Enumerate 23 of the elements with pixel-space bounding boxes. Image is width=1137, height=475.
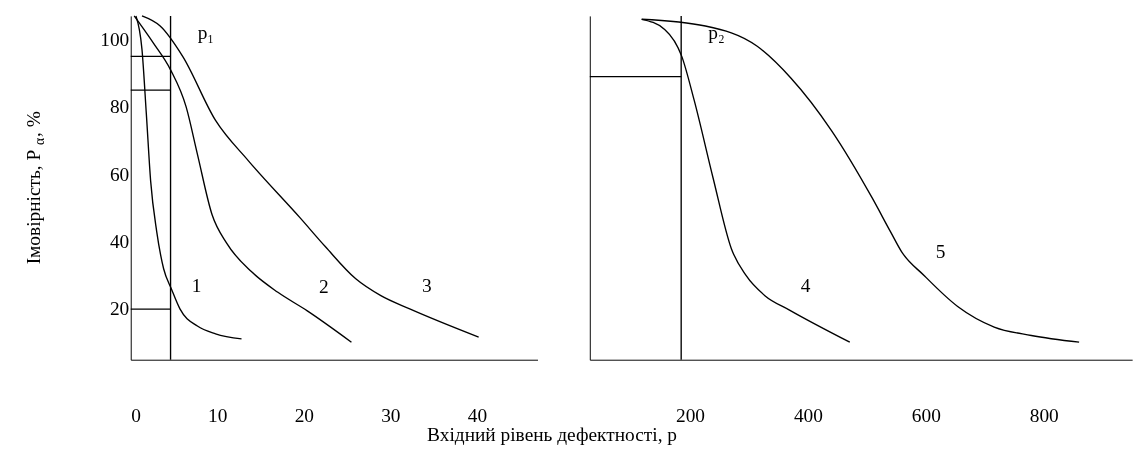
y-tick-label: 80 xyxy=(109,96,130,118)
annotation: 5 xyxy=(935,241,946,263)
y-tick-label: 100 xyxy=(100,28,130,50)
x-tick-label: 10 xyxy=(208,405,228,427)
x-tick-label: 30 xyxy=(381,405,401,427)
x-tick-label: 800 xyxy=(1029,405,1059,427)
ref-line-label: p₁ xyxy=(197,22,215,44)
x-tick-label: 400 xyxy=(793,405,823,427)
x-axis-title: Вхідний рівень дефектності, p xyxy=(427,424,677,446)
x-tick-label: 200 xyxy=(675,405,706,427)
annotation: 2 xyxy=(318,276,329,298)
y-tick-label: 60 xyxy=(109,163,130,185)
y-axis-title: Імовірність, Pα, % xyxy=(22,111,47,265)
annotation: 4 xyxy=(800,275,811,297)
x-tick-label: 20 xyxy=(294,405,314,427)
y-tick-label: 40 xyxy=(109,231,130,253)
ref-line-label: p₂ xyxy=(708,22,725,44)
x-tick-label: 40 xyxy=(467,405,488,427)
annotation: 3 xyxy=(421,274,432,296)
annotation: 1 xyxy=(191,274,202,296)
y-tick-label: 20 xyxy=(109,298,130,320)
x-tick-label: 0 xyxy=(131,405,141,427)
x-tick-label: 600 xyxy=(911,405,941,427)
